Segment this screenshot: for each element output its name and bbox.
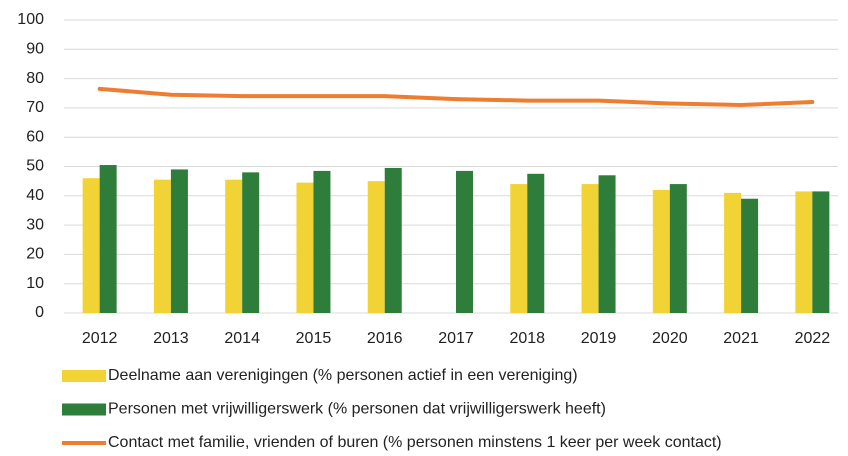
bar [581, 184, 599, 313]
bar [527, 173, 545, 313]
bar [652, 189, 670, 313]
y-tick-label: 0 [35, 304, 44, 321]
x-tick-label: 2022 [795, 330, 831, 347]
x-tick-label: 2018 [509, 330, 545, 347]
bar [367, 181, 385, 313]
bar [510, 184, 528, 313]
bar [170, 169, 188, 313]
legend-label: Personen met vrijwilligerswerk (% person… [108, 401, 606, 418]
bar [724, 192, 742, 313]
bar [795, 191, 813, 313]
bar [296, 182, 314, 313]
y-tick-label: 10 [26, 275, 44, 292]
bar [741, 198, 759, 313]
bar [669, 184, 687, 313]
y-tick-label: 20 [26, 246, 44, 263]
legend-label: Contact met familie, vrienden of buren (… [108, 434, 722, 451]
bar [456, 170, 473, 313]
x-tick-label: 2021 [723, 330, 759, 347]
bar [598, 175, 616, 313]
y-tick-label: 30 [26, 216, 44, 233]
y-tick-label: 90 [26, 41, 44, 58]
bar [384, 167, 402, 313]
line [97, 86, 815, 107]
bar [153, 179, 171, 313]
legend-label: Deelname aan verenigingen (% personen ac… [108, 367, 578, 384]
y-tick-label: 40 [26, 187, 44, 204]
x-tick-label: 2016 [367, 330, 403, 347]
x-tick-label: 2020 [652, 330, 688, 347]
x-tick-label: 2017 [438, 330, 474, 347]
y-tick-label: 80 [26, 70, 44, 87]
legend-swatch [62, 403, 106, 416]
y-tick-label: 50 [26, 158, 44, 175]
x-tick-label: 2015 [296, 330, 332, 347]
bar [313, 170, 331, 313]
bar [82, 178, 100, 313]
bar [99, 165, 117, 313]
x-tick-label: 2014 [224, 330, 260, 347]
y-tick-label: 60 [26, 128, 44, 145]
x-tick-label: 2013 [153, 330, 189, 347]
bar [242, 172, 260, 313]
bar [225, 179, 243, 313]
x-tick-label: 2019 [581, 330, 617, 347]
legend-swatch [62, 370, 106, 382]
y-tick-label: 70 [26, 99, 44, 116]
bar [812, 191, 830, 313]
x-tick-label: 2012 [82, 330, 118, 347]
y-tick-label: 100 [17, 11, 44, 28]
